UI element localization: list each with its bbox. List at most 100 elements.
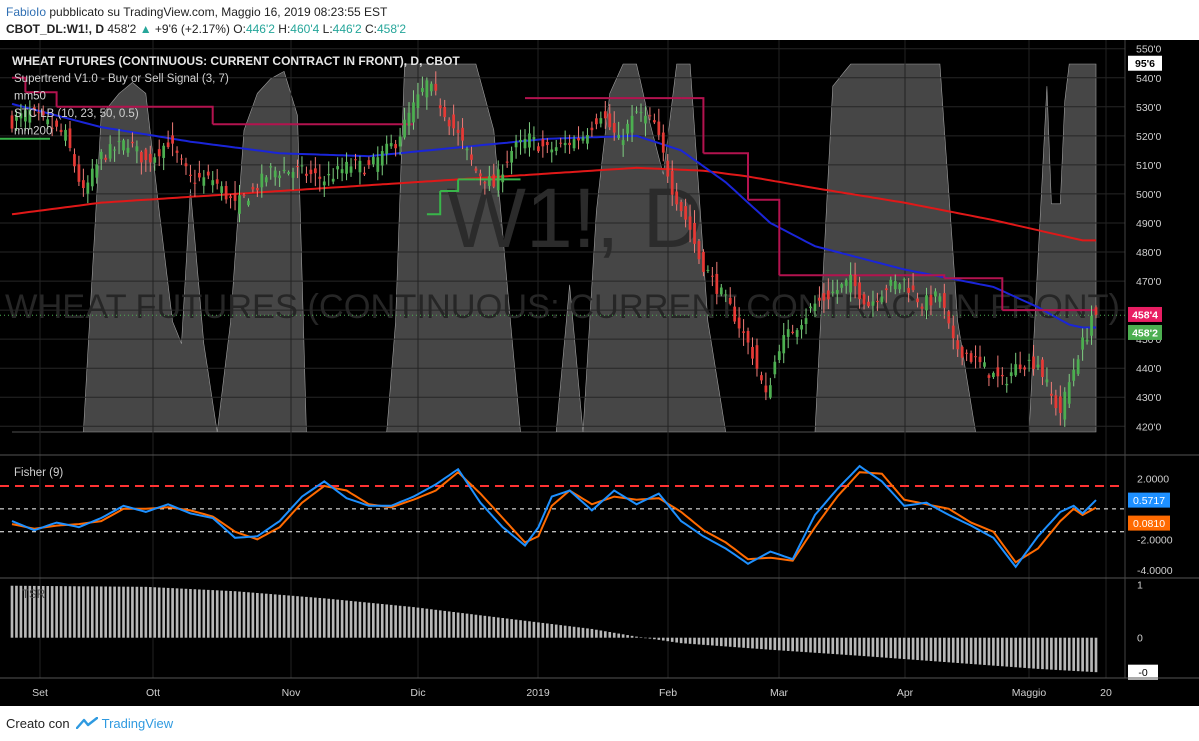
tsr-bar bbox=[612, 632, 616, 638]
tsr-bar bbox=[733, 637, 736, 648]
candle-body bbox=[501, 174, 505, 183]
tsr-bar bbox=[68, 586, 72, 638]
tsr-bar bbox=[871, 637, 875, 657]
candle-body bbox=[889, 279, 893, 286]
candle-body bbox=[934, 291, 937, 297]
candle-body bbox=[358, 160, 362, 173]
candle-body bbox=[978, 356, 982, 363]
chart-labels: WHEAT FUTURES (CONTINUOUS: CURRENT CONTR… bbox=[0, 54, 1199, 699]
tsr-value-tag bbox=[1128, 664, 1158, 680]
supertrend-segment bbox=[426, 191, 442, 216]
candle-body bbox=[1018, 364, 1022, 370]
candle-body bbox=[184, 163, 188, 167]
tsr-bar bbox=[603, 631, 607, 638]
fisher-panel: Fisher (9) 2.0000 -2.0000 -4.0000 0.5717 0.08… bbox=[0, 464, 1173, 577]
tsr-bar bbox=[1005, 637, 1009, 667]
candle-body bbox=[443, 106, 447, 118]
tsr-bar bbox=[363, 602, 366, 638]
supertrend-segment bbox=[12, 76, 27, 93]
candle-body bbox=[626, 123, 629, 134]
candle-body bbox=[135, 146, 139, 152]
tsr-bar bbox=[572, 626, 576, 638]
indicator-label: mm200 bbox=[14, 126, 52, 138]
candle-body bbox=[742, 331, 745, 333]
candle-body bbox=[657, 121, 661, 135]
candle-body bbox=[68, 128, 72, 148]
last-price: 458'2 bbox=[107, 22, 137, 36]
candle-body bbox=[363, 172, 366, 175]
trigger-value-tag bbox=[1128, 515, 1170, 531]
tsr-bar bbox=[483, 615, 487, 638]
tsr-bar bbox=[586, 628, 589, 638]
candle-body bbox=[322, 181, 326, 186]
moving-averages bbox=[0, 76, 1096, 329]
candle-body bbox=[844, 280, 848, 286]
candle-body bbox=[41, 111, 45, 116]
candle-body bbox=[171, 135, 174, 144]
time-axis-label: Dic bbox=[410, 687, 425, 699]
tsr-bar bbox=[568, 626, 571, 638]
candle-body bbox=[287, 171, 290, 174]
tsr-bar bbox=[653, 637, 656, 640]
candle-body bbox=[313, 168, 317, 174]
tsr-bar bbox=[135, 586, 139, 638]
candle-body bbox=[438, 105, 442, 109]
tsr-bar bbox=[336, 599, 339, 638]
author-link[interactable]: FabioIo bbox=[6, 5, 47, 19]
tsr-bar bbox=[818, 637, 821, 654]
tsr-bar bbox=[693, 637, 696, 645]
candle-body bbox=[577, 137, 580, 141]
tsr-bar bbox=[893, 637, 897, 659]
tsr-bar bbox=[550, 624, 554, 638]
tradingview-link[interactable]: TradingView bbox=[101, 716, 174, 731]
candle-body bbox=[1090, 315, 1093, 336]
candle-body bbox=[211, 180, 215, 186]
tsr-bar bbox=[711, 637, 714, 646]
candle-body bbox=[880, 296, 884, 303]
candle-body bbox=[465, 148, 469, 151]
chart-title: WHEAT FUTURES (CONTINUOUS: CURRENT CONTR… bbox=[12, 54, 460, 68]
tsr-bar bbox=[800, 637, 803, 652]
tsr-bar bbox=[1041, 637, 1044, 670]
candle-body bbox=[1072, 369, 1076, 381]
tsr-bar bbox=[1067, 637, 1071, 671]
tsr-bar bbox=[358, 601, 362, 638]
candle-body bbox=[59, 129, 63, 133]
candle-body bbox=[483, 182, 487, 184]
publish-line: FabioIo pubblicato su TradingView.com, M… bbox=[6, 5, 387, 19]
candle-body bbox=[528, 133, 531, 148]
candle-body bbox=[858, 282, 861, 300]
tsr-bar bbox=[389, 604, 393, 638]
tsr-bar bbox=[273, 594, 277, 638]
candle-body bbox=[19, 113, 23, 119]
tsr-bar bbox=[987, 637, 991, 666]
supertrend-segment bbox=[748, 198, 781, 276]
candle-body bbox=[193, 182, 197, 184]
candle-body bbox=[202, 177, 206, 186]
tsr-bar bbox=[581, 627, 585, 638]
tsr-bar bbox=[813, 637, 817, 653]
candle-body bbox=[831, 291, 835, 294]
tsr-bar bbox=[15, 585, 18, 638]
candle-body bbox=[983, 362, 986, 367]
tsr-bar bbox=[760, 637, 763, 650]
up-arrow-icon: ▲ bbox=[139, 22, 152, 36]
candle-body bbox=[559, 142, 563, 144]
candle-body bbox=[15, 115, 18, 121]
tsr-bar bbox=[95, 586, 99, 638]
tsr-bar bbox=[438, 610, 442, 638]
tsr-bar bbox=[264, 593, 268, 638]
tsr-bar bbox=[32, 585, 36, 638]
tsr-bar bbox=[126, 586, 130, 638]
candle-body bbox=[220, 186, 224, 193]
tsr-bar bbox=[795, 637, 799, 652]
tsr-bar bbox=[724, 637, 728, 647]
tsr-bar bbox=[425, 608, 429, 638]
time-axis-label: 2019 bbox=[526, 687, 550, 699]
candle-body bbox=[514, 142, 518, 148]
tsr-bar bbox=[621, 634, 625, 638]
candle-body bbox=[505, 161, 509, 163]
candle-body bbox=[1076, 359, 1080, 374]
candle-body bbox=[425, 80, 429, 98]
